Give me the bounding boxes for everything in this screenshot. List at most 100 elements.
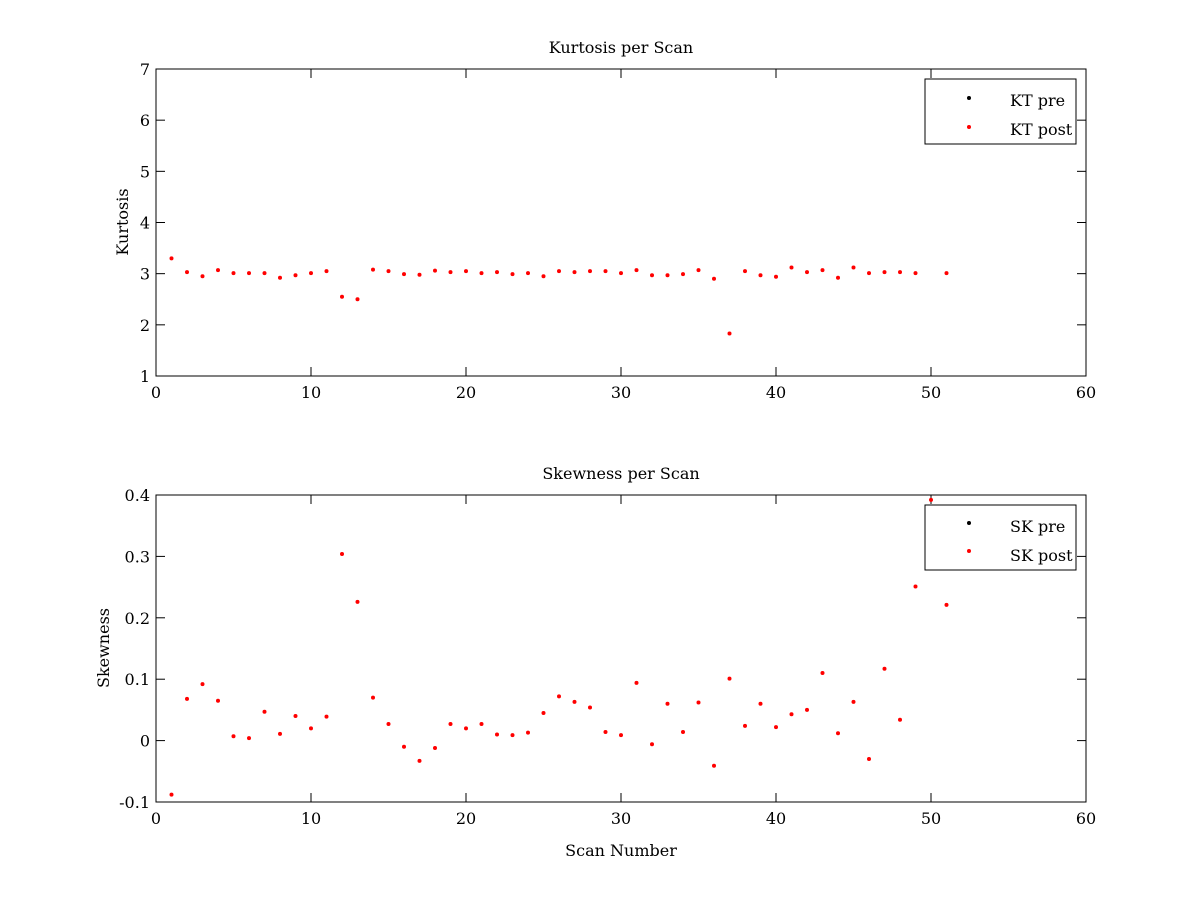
y-tick-label: 0.1 [125, 670, 150, 689]
y-axis-label: Kurtosis [113, 188, 132, 255]
data-point [200, 274, 205, 279]
y-tick-label: 3 [140, 265, 150, 284]
data-point [448, 722, 453, 727]
data-point [200, 682, 205, 687]
data-point [851, 265, 856, 270]
x-tick-label: 40 [766, 383, 786, 402]
data-point [588, 269, 592, 274]
data-point [309, 726, 313, 731]
data-point [634, 680, 639, 685]
axis-ticks: 0 10 20 30 40 50 60 1 2 3 4 5 6 7 [140, 60, 1096, 402]
data-point [340, 294, 344, 299]
y-axis-label: Skewness [94, 608, 113, 688]
data-point [185, 270, 189, 275]
x-tick-label: 20 [456, 809, 476, 828]
data-point [681, 272, 685, 277]
y-tick-label: 7 [140, 60, 150, 79]
data-point [836, 731, 840, 736]
x-tick-label: 0 [151, 383, 161, 402]
data-point [743, 723, 747, 728]
y-tick-label: 1 [140, 367, 150, 386]
data-point [479, 271, 484, 276]
data-point [185, 696, 189, 701]
data-point [572, 699, 577, 704]
data-point [650, 742, 654, 747]
data-point [340, 551, 344, 556]
data-point [696, 700, 701, 705]
data-point [820, 268, 825, 273]
data-point [464, 726, 468, 731]
legend: SK pre SK post [924, 504, 1077, 571]
data-point [727, 331, 732, 336]
data-point [944, 602, 949, 607]
data-point [882, 270, 887, 275]
data-point [712, 763, 716, 768]
skewness-subplot: Skewness per Scan Skewness Scan Number 0… [94, 464, 1096, 860]
kurtosis-subplot: Kurtosis per Scan Kurtosis 0 10 20 30 40 50 60… [113, 38, 1096, 402]
data-point [603, 730, 608, 735]
data-point [526, 730, 530, 735]
y-tick-label: 0.2 [125, 609, 150, 628]
data-point [495, 270, 499, 275]
data-point [433, 745, 437, 750]
data-point [541, 710, 546, 715]
data-point [355, 599, 360, 604]
legend-marker-sk-post [967, 549, 971, 553]
data-point [619, 733, 623, 738]
axis-ticks: 0 10 20 30 40 50 60-0.100.10.20.30.4 [119, 486, 1096, 828]
data-point [433, 268, 437, 273]
data-point [526, 271, 530, 276]
data-point [774, 725, 778, 730]
data-point [557, 694, 561, 699]
data-point [603, 269, 608, 274]
data-point [247, 736, 251, 741]
data-point [371, 267, 375, 272]
data-point [929, 497, 933, 502]
chart-title: Skewness per Scan [542, 464, 699, 483]
data-point [665, 273, 670, 278]
data-point [634, 268, 639, 273]
x-tick-label: 50 [921, 809, 941, 828]
data-point [402, 744, 406, 749]
x-tick-label: 30 [611, 383, 631, 402]
y-tick-label: 2 [140, 316, 150, 335]
data-point [231, 271, 236, 276]
x-tick-label: 10 [301, 809, 321, 828]
x-tick-label: 60 [1076, 383, 1096, 402]
data-point [324, 714, 329, 719]
legend-marker-kt-post [967, 125, 971, 129]
legend-marker-sk-pre [967, 521, 971, 525]
legend-box [924, 78, 1077, 145]
x-tick-label: 50 [921, 383, 941, 402]
data-point [789, 712, 794, 717]
data-point [510, 272, 515, 277]
data-point [867, 271, 871, 276]
data-point [681, 730, 685, 735]
x-axis-label: Scan Number [565, 841, 677, 860]
data-point [324, 269, 329, 274]
data-point [417, 758, 422, 763]
data-point [231, 734, 236, 739]
legend: KT pre KT post [924, 78, 1077, 145]
x-tick-label: 10 [301, 383, 321, 402]
data-point [448, 270, 453, 275]
data-point [696, 268, 701, 273]
legend-label-kt-post: KT post [1010, 120, 1073, 139]
data-point [665, 701, 670, 706]
data-point [216, 698, 220, 703]
data-point [944, 271, 949, 276]
chart-title: Kurtosis per Scan [549, 38, 693, 57]
data-point [464, 269, 468, 274]
data-point [557, 269, 561, 274]
y-tick-label: 4 [140, 214, 150, 233]
data-point [572, 270, 577, 275]
data-point [386, 722, 391, 727]
data-point [851, 699, 856, 704]
data-point [510, 733, 515, 738]
y-tick-label: 6 [140, 111, 150, 130]
data-point [743, 269, 747, 274]
legend-label-sk-pre: SK pre [1010, 517, 1065, 536]
data-point [805, 707, 809, 712]
data-point [913, 584, 918, 589]
